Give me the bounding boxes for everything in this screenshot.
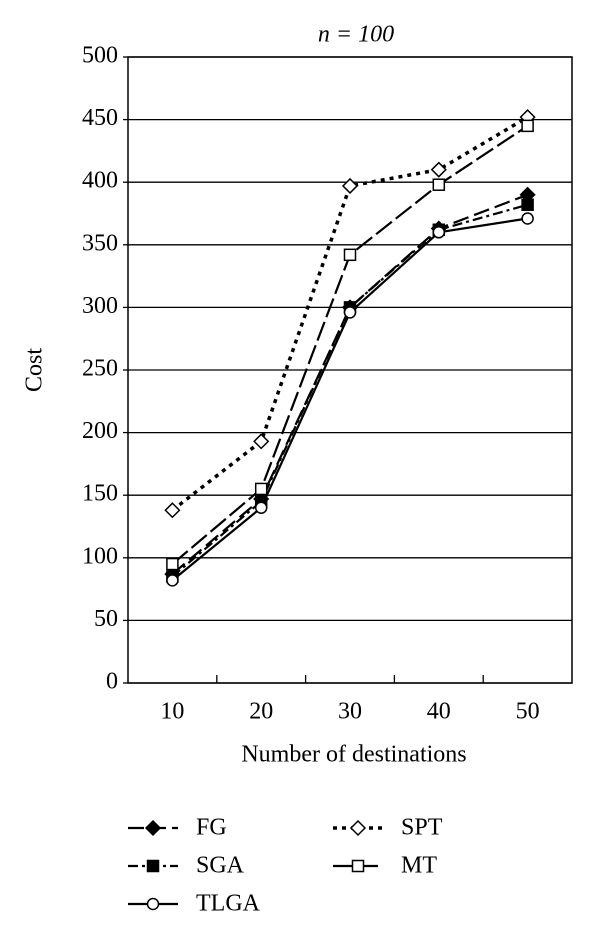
marker (343, 248, 357, 262)
marker (351, 859, 365, 873)
y-tick-label: 200 (82, 418, 118, 444)
legend-label: SGA (196, 853, 245, 879)
y-tick-label: 250 (82, 356, 118, 382)
marker (146, 859, 160, 873)
marker (521, 119, 534, 133)
marker (254, 501, 268, 514)
series-line (171, 217, 528, 582)
y-axis-label: Cost (22, 348, 48, 392)
legend-label: TLGA (196, 891, 261, 917)
y-tick-label: 350 (82, 230, 118, 256)
marker (430, 161, 447, 178)
marker (432, 178, 446, 191)
x-tick-label: 50 (516, 699, 540, 725)
chart-title: n = 100 (318, 22, 394, 48)
y-tick-label: 0 (106, 669, 118, 695)
marker (146, 897, 160, 911)
x-tick-label: 30 (338, 699, 362, 725)
x-tick-label: 40 (427, 699, 451, 725)
marker (521, 198, 534, 211)
marker (343, 306, 357, 319)
x-tick-label: 20 (249, 699, 273, 725)
y-tick-label: 100 (82, 543, 118, 569)
y-tick-label: 450 (82, 105, 118, 131)
marker (521, 212, 534, 225)
plot-frame (127, 56, 573, 684)
y-tick-label: 50 (94, 606, 118, 632)
marker (164, 502, 181, 519)
series-line (171, 115, 529, 512)
marker (341, 177, 359, 195)
x-tick-label: 10 (160, 699, 184, 725)
marker (254, 482, 268, 496)
y-tick-label: 500 (82, 43, 118, 69)
legend-label: SPT (401, 815, 443, 841)
marker (166, 574, 179, 587)
marker (166, 557, 179, 571)
marker (144, 819, 162, 837)
marker (432, 226, 446, 239)
marker (349, 819, 367, 837)
y-tick-label: 300 (82, 293, 118, 319)
legend-label: MT (401, 853, 437, 879)
legend-label: FG (196, 815, 227, 841)
series-line (171, 193, 528, 575)
y-tick-label: 400 (82, 168, 118, 194)
marker (253, 433, 270, 450)
x-axis-label: Number of destinations (241, 742, 466, 768)
y-tick-label: 150 (82, 481, 118, 507)
